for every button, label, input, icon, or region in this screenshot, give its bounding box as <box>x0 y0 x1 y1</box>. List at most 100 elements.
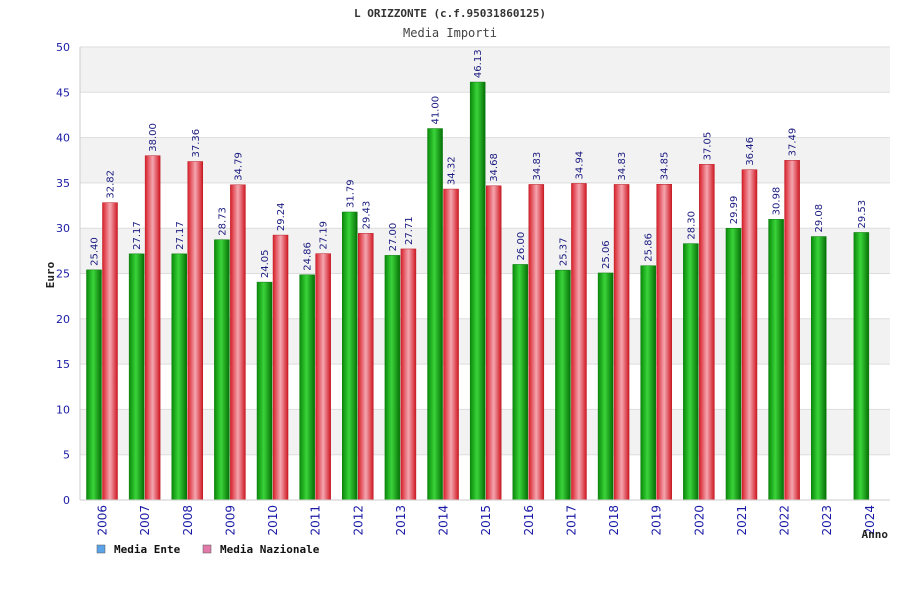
data-label: 34.94 <box>574 151 585 180</box>
data-label: 37.05 <box>702 132 713 161</box>
bar-media-nazionale-2015 <box>485 185 502 501</box>
x-tick-label: 2006 <box>96 505 110 536</box>
data-label: 25.86 <box>644 233 655 262</box>
bar-media-ente-2006 <box>86 269 102 501</box>
bar-media-ente-2021 <box>725 228 742 501</box>
x-tick-label: 2012 <box>351 505 365 536</box>
bar-media-ente-2008 <box>171 253 188 501</box>
bar-media-nazionale-2008 <box>187 161 204 501</box>
data-label: 34.32 <box>447 156 458 185</box>
bar-media-nazionale-2012 <box>358 233 374 501</box>
data-label: 28.30 <box>686 211 697 240</box>
data-label: 38.00 <box>148 123 159 152</box>
y-tick-label: 50 <box>56 41 70 54</box>
y-tick-label: 20 <box>56 313 70 326</box>
legend-swatch-media-nazionale <box>202 544 212 554</box>
bar-media-ente-2019 <box>640 265 656 501</box>
y-tick-label: 35 <box>56 177 70 190</box>
data-label: 36.46 <box>745 137 756 166</box>
chart-subtitle: Media Importi <box>403 26 497 40</box>
bar-media-nazionale-2013 <box>400 248 417 501</box>
x-tick-label: 2019 <box>650 505 664 536</box>
data-label: 29.43 <box>361 201 372 230</box>
bar-media-nazionale-2021 <box>741 169 758 501</box>
data-label: 32.82 <box>106 170 117 199</box>
data-label: 24.86 <box>303 242 314 271</box>
data-label: 34.68 <box>489 153 500 182</box>
data-label: 27.71 <box>404 216 415 245</box>
bar-media-nazionale-2022 <box>784 160 800 501</box>
bar-media-ente-2009 <box>214 239 230 501</box>
x-tick-label: 2013 <box>394 505 408 536</box>
bar-media-ente-2024 <box>853 232 870 501</box>
data-label: 27.17 <box>132 221 143 250</box>
bar-media-nazionale-2014 <box>443 188 459 501</box>
x-tick-label: 2021 <box>735 505 749 536</box>
data-label: 31.79 <box>345 179 356 208</box>
y-tick-label: 45 <box>56 86 70 99</box>
bar-media-ente-2011 <box>299 274 315 501</box>
data-label: 37.49 <box>788 128 799 157</box>
data-label: 30.98 <box>772 187 783 216</box>
data-label: 34.83 <box>532 152 543 181</box>
x-tick-label: 2020 <box>692 505 706 536</box>
bar-media-nazionale-2011 <box>315 253 331 501</box>
data-label: 27.19 <box>319 221 330 250</box>
data-label: 26.00 <box>516 232 527 261</box>
bar-media-nazionale-2019 <box>656 184 672 501</box>
data-label: 25.40 <box>90 237 101 266</box>
chart-title: L ORIZZONTE (c.f.95031860125) <box>354 7 546 20</box>
bar-media-nazionale-2020 <box>699 164 715 501</box>
bars <box>86 81 870 501</box>
bar-media-nazionale-2006 <box>102 202 118 501</box>
bar-media-nazionale-2016 <box>528 184 545 501</box>
bar-media-ente-2014 <box>427 128 443 501</box>
bar-media-ente-2013 <box>384 255 401 501</box>
x-tick-label: 2016 <box>522 505 536 536</box>
x-tick-label: 2010 <box>266 505 280 536</box>
data-label: 41.00 <box>431 96 442 125</box>
x-tick-label: 2023 <box>820 505 834 536</box>
data-label: 34.83 <box>617 152 628 181</box>
bar-media-ente-2017 <box>555 269 571 501</box>
x-tick-label: 2018 <box>607 505 621 536</box>
bar-media-nazionale-2009 <box>230 184 246 501</box>
bar-media-ente-2018 <box>597 272 614 501</box>
x-tick-label: 2024 <box>863 505 877 536</box>
bar-media-ente-2015 <box>469 81 486 501</box>
y-tick-label: 5 <box>63 449 70 462</box>
bar-media-ente-2007 <box>128 253 145 501</box>
data-label: 29.99 <box>729 196 740 225</box>
data-label: 34.79 <box>233 152 244 181</box>
data-label: 29.53 <box>857 200 868 229</box>
x-tick-label: 2014 <box>437 505 451 536</box>
data-label: 29.24 <box>276 202 287 231</box>
bar-media-ente-2020 <box>683 243 699 501</box>
x-tick-label: 2009 <box>223 505 237 536</box>
x-tick-label: 2007 <box>138 505 152 536</box>
data-label: 34.85 <box>660 152 671 181</box>
y-tick-label: 40 <box>56 132 70 145</box>
data-label: 46.13 <box>473 49 484 78</box>
bar-media-nazionale-2017 <box>571 183 587 501</box>
bar-media-ente-2023 <box>810 236 827 501</box>
x-tick-label: 2008 <box>181 505 195 536</box>
x-tick-label: 2011 <box>309 505 323 536</box>
bar-media-nazionale-2007 <box>144 155 161 501</box>
y-axis-label: Euro <box>44 261 57 288</box>
x-axis-label: Anno <box>862 528 889 541</box>
x-axis-ticks: 2006 2007 2008 2009 2010 2011 2012 2013 2014 2015… <box>96 505 877 536</box>
bar-media-ente-2016 <box>512 264 529 501</box>
data-label: 37.36 <box>191 129 202 158</box>
data-labels: 25.40 32.82 27.17 38.00 27.17 37.36 28.73 34.79… <box>90 49 868 278</box>
bar-media-ente-2010 <box>256 281 273 501</box>
data-label: 27.17 <box>175 221 186 250</box>
data-label: 29.08 <box>814 204 825 233</box>
data-label: 24.05 <box>260 249 271 278</box>
bar-media-nazionale-2010 <box>272 234 289 501</box>
x-tick-label: 2022 <box>778 505 792 536</box>
x-tick-label: 2017 <box>564 505 578 536</box>
bar-media-ente-2012 <box>342 211 358 501</box>
legend-label-media-nazionale: Media Nazionale <box>220 543 320 556</box>
